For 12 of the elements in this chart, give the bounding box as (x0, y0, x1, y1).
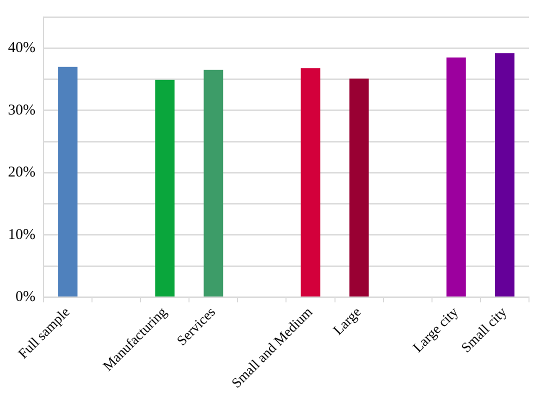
y-tick-label: 0% (15, 289, 36, 306)
bar (349, 78, 369, 296)
y-tick-label: 10% (8, 226, 36, 243)
y-tick-label: 30% (8, 102, 36, 118)
y-tick-label: 40% (8, 40, 36, 56)
bar (58, 66, 78, 296)
bar (204, 70, 224, 296)
bar (155, 80, 175, 296)
bar (495, 53, 514, 296)
bar (446, 57, 466, 296)
y-tick-label: 20% (8, 164, 36, 181)
bar (300, 68, 320, 296)
